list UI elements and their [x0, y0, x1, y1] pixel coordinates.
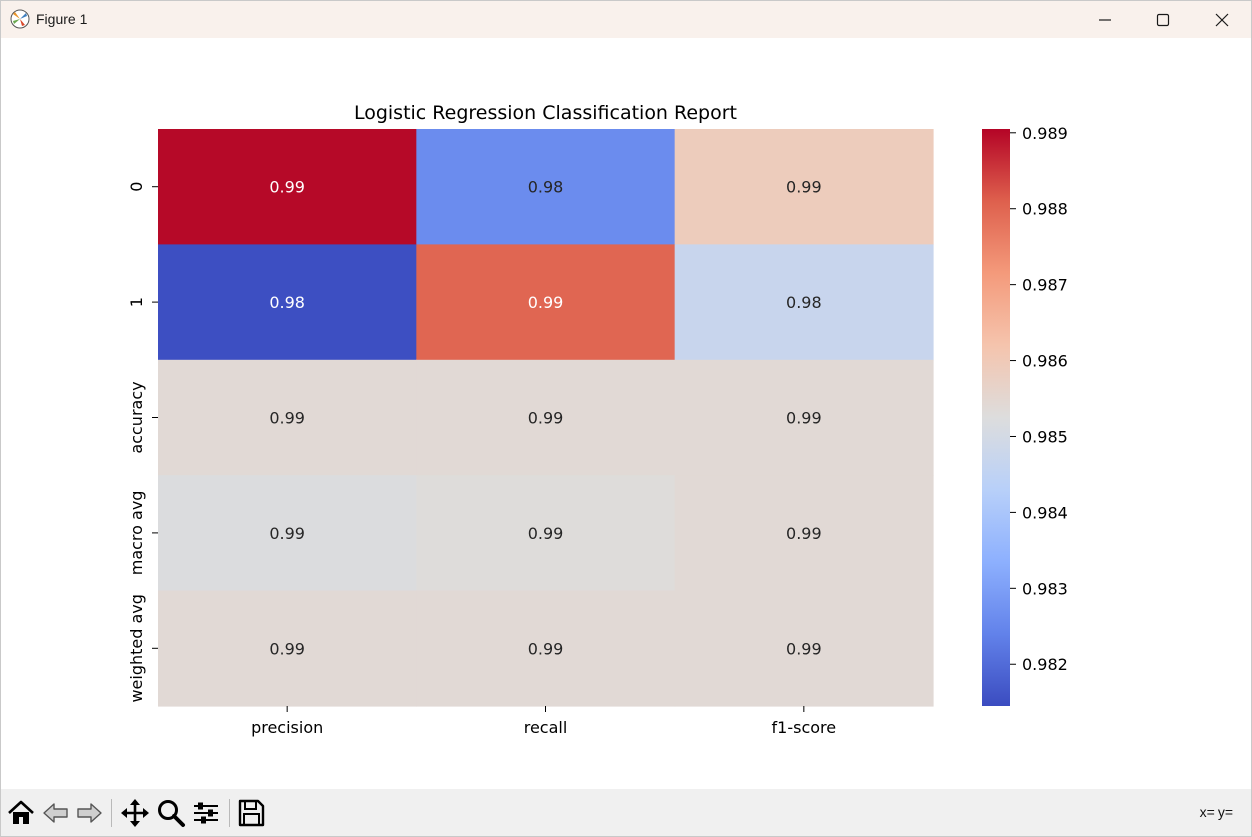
configure-subplots-icon	[194, 802, 218, 824]
maximize-button[interactable]	[1134, 1, 1192, 38]
cell-value-label: 0.98	[269, 293, 305, 312]
minimize-icon	[1099, 19, 1111, 21]
y-tick-label: macro avg	[127, 491, 146, 576]
maximize-icon	[1156, 13, 1170, 27]
cell-value-label: 0.98	[786, 293, 822, 312]
cell-value-label: 0.99	[528, 639, 564, 658]
pan-button[interactable]	[119, 797, 151, 829]
coordinate-readout: x= y=	[1197, 804, 1233, 820]
cell-value-label: 0.99	[528, 409, 564, 428]
back-arrow-icon	[43, 803, 68, 823]
cell-value-label: 0.99	[528, 524, 564, 543]
colorbar-tick-label: 0.988	[1022, 200, 1068, 219]
x-tick-label: f1-score	[772, 718, 837, 737]
toolbar-separator	[229, 799, 230, 827]
colorbar-tick-label: 0.985	[1022, 427, 1068, 446]
heatmap-cell	[416, 129, 676, 245]
cell-value-label: 0.99	[269, 639, 305, 658]
back-button[interactable]	[40, 797, 72, 829]
cell-value-label: 0.99	[269, 409, 305, 428]
colorbar-tick-label: 0.987	[1022, 276, 1068, 295]
minimize-button[interactable]	[1076, 1, 1134, 38]
colorbar-tick-label: 0.989	[1022, 124, 1068, 143]
home-button[interactable]	[5, 797, 37, 829]
zoom-button[interactable]	[155, 797, 187, 829]
heatmap-cell	[158, 129, 417, 245]
heatmap-chart: Logistic Regression Classification Repor…	[127, 102, 1068, 737]
cell-value-label: 0.98	[528, 178, 564, 197]
y-tick-label: accuracy	[127, 381, 146, 453]
heatmap-cell	[674, 244, 934, 361]
forward-arrow-icon	[77, 803, 102, 823]
close-button[interactable]	[1193, 1, 1251, 38]
colorbar-tick-label: 0.982	[1022, 655, 1068, 674]
x-coordinate-label: x=	[1199, 804, 1215, 820]
save-icon	[238, 799, 265, 827]
window-title: Figure 1	[36, 11, 88, 27]
matplotlib-icon	[10, 9, 30, 29]
heatmap-cell	[674, 590, 934, 707]
forward-button[interactable]	[73, 797, 105, 829]
y-tick-label: 0	[127, 182, 146, 192]
x-tick-label: precision	[251, 718, 323, 737]
close-icon	[1215, 13, 1229, 27]
heatmap-cell	[674, 359, 934, 476]
home-icon	[8, 800, 34, 824]
y-tick-label: weighted avg	[127, 594, 146, 702]
heatmap-cell	[416, 475, 676, 592]
heatmap-cell	[158, 590, 417, 707]
x-tick-label: recall	[524, 718, 568, 737]
y-coordinate-label: y=	[1217, 804, 1233, 820]
cell-value-label: 0.99	[786, 178, 822, 197]
zoom-icon	[158, 800, 185, 827]
pan-icon	[121, 799, 149, 827]
heatmap-cell	[416, 359, 676, 476]
cell-value-label: 0.99	[269, 524, 305, 543]
navigation-toolbar: x= y=	[1, 789, 1251, 836]
colorbar	[982, 129, 1010, 706]
y-tick-label: 1	[127, 297, 146, 307]
heatmap-cell	[158, 475, 417, 592]
cell-value-label: 0.99	[528, 293, 564, 312]
colorbar-tick-label: 0.983	[1022, 579, 1068, 598]
heatmap-cell	[674, 475, 934, 592]
figure-canvas[interactable]: Logistic Regression Classification Repor…	[1, 38, 1251, 789]
cell-value-label: 0.99	[269, 178, 305, 197]
heatmap-cell	[416, 244, 676, 361]
chart-title: Logistic Regression Classification Repor…	[354, 102, 737, 124]
heatmap-cell	[674, 129, 934, 245]
save-button[interactable]	[235, 797, 267, 829]
cell-value-label: 0.99	[786, 639, 822, 658]
heatmap-cell	[158, 244, 417, 361]
toolbar-separator	[111, 799, 112, 827]
title-bar: Figure 1	[1, 1, 1251, 38]
cell-value-label: 0.99	[786, 524, 822, 543]
heatmap-cell	[158, 359, 417, 476]
colorbar-tick-label: 0.986	[1022, 352, 1068, 371]
colorbar-tick-label: 0.984	[1022, 503, 1068, 522]
heatmap-cell	[416, 590, 676, 707]
configure-subplots-button[interactable]	[190, 797, 222, 829]
cell-value-label: 0.99	[786, 409, 822, 428]
